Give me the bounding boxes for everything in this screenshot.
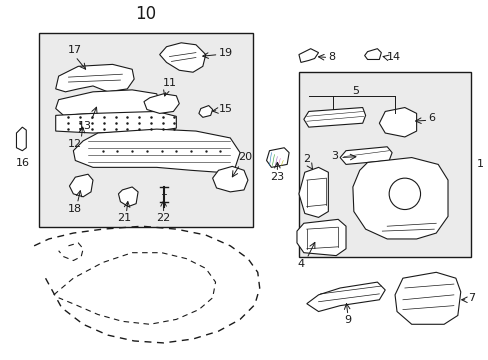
Circle shape xyxy=(388,178,420,210)
Polygon shape xyxy=(56,90,160,115)
Text: 9: 9 xyxy=(344,315,351,325)
Text: 6: 6 xyxy=(427,113,434,123)
Text: 1: 1 xyxy=(475,159,483,170)
Polygon shape xyxy=(69,174,93,197)
Polygon shape xyxy=(56,112,176,133)
Polygon shape xyxy=(298,49,318,62)
Bar xyxy=(39,33,252,227)
Polygon shape xyxy=(303,108,365,127)
Polygon shape xyxy=(296,219,346,256)
Text: 13: 13 xyxy=(78,121,92,131)
Polygon shape xyxy=(298,167,327,217)
Polygon shape xyxy=(143,94,179,113)
Text: 23: 23 xyxy=(270,172,284,182)
Polygon shape xyxy=(56,64,134,92)
Text: 22: 22 xyxy=(156,213,170,224)
Polygon shape xyxy=(118,187,138,207)
Text: 19: 19 xyxy=(218,48,232,58)
Text: 16: 16 xyxy=(15,158,29,167)
Text: 4: 4 xyxy=(297,258,304,269)
Text: 3: 3 xyxy=(330,150,338,161)
Polygon shape xyxy=(73,129,240,172)
Text: 17: 17 xyxy=(68,45,82,55)
Text: 15: 15 xyxy=(218,104,232,113)
Bar xyxy=(298,72,469,257)
Polygon shape xyxy=(394,272,460,324)
Polygon shape xyxy=(17,127,26,151)
Polygon shape xyxy=(340,147,391,165)
Polygon shape xyxy=(379,108,416,137)
Text: 10: 10 xyxy=(135,5,156,23)
Polygon shape xyxy=(352,158,447,239)
Polygon shape xyxy=(212,166,247,192)
Polygon shape xyxy=(306,282,385,311)
Polygon shape xyxy=(364,49,381,59)
Polygon shape xyxy=(199,105,212,117)
Text: 2: 2 xyxy=(303,154,310,165)
Text: 7: 7 xyxy=(467,293,474,303)
Text: 11: 11 xyxy=(162,78,176,88)
Text: 12: 12 xyxy=(68,139,82,149)
Text: 5: 5 xyxy=(351,86,359,96)
Text: 8: 8 xyxy=(327,51,335,62)
Text: 14: 14 xyxy=(386,51,401,62)
Text: 20: 20 xyxy=(238,152,252,162)
Polygon shape xyxy=(266,148,288,167)
Text: 21: 21 xyxy=(117,213,131,224)
Text: 18: 18 xyxy=(68,204,82,213)
Polygon shape xyxy=(160,43,205,72)
